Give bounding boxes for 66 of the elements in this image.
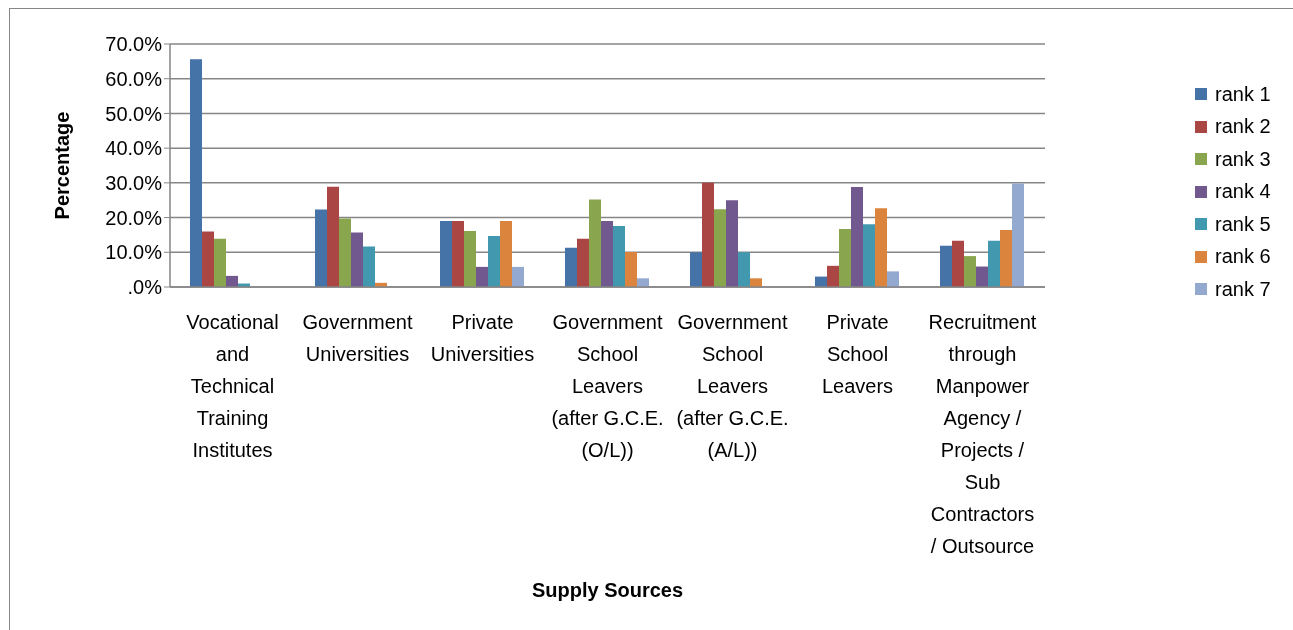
bar [452,221,464,287]
bar [488,235,500,287]
x-tick-label: Government School Leavers (after G.C.E. (A/L)) [676,311,789,461]
bar [464,231,476,287]
bar [964,256,976,287]
bar [1000,230,1012,287]
bar [863,224,875,287]
bar [476,266,488,287]
bar [988,240,1000,287]
x-tick-label: Government Universities [302,311,413,365]
legend-label: rank 2 [1215,115,1271,139]
y-axis-title: Percentage [51,111,73,220]
bar [1012,183,1024,287]
y-tick-label: 40.0% [105,137,163,160]
bar [363,246,375,287]
x-axis-title: Supply Sources [531,579,684,601]
bar [702,182,714,287]
x-tick-label: Vocational and Technical Training Institutes [186,311,279,461]
y-tick-label: 60.0% [105,67,163,90]
y-tick-label: 30.0% [105,171,163,194]
bar [589,199,601,287]
x-tick-label: Private Universities [430,311,535,365]
y-tick-label: .0% [127,276,163,299]
bar [690,252,702,287]
bar [190,59,202,287]
bar [577,238,589,287]
legend-label: rank 1 [1215,82,1271,106]
bar [851,187,863,287]
bar [887,271,899,287]
bar [750,278,762,287]
bar [440,221,452,287]
x-tick-label: Private School Leavers [821,311,894,397]
bar [726,200,738,287]
bar [565,247,577,287]
bar [202,231,214,287]
y-tick-label: 50.0% [105,102,163,125]
bar [952,240,964,287]
bar [315,209,327,287]
x-tick-label: Government School Leavers (after G.C.E. (O/L)) [551,311,664,461]
bar [512,266,524,287]
bar [625,251,637,287]
x-tick-label: Recruitment through Manpower Agency / Projects / Sub Contractors / Outsource [928,311,1037,557]
bar [637,278,649,287]
bar [500,221,512,287]
bar [940,245,952,287]
bar [839,229,851,287]
y-tick-label: 70.0% [105,33,163,56]
bar [827,265,839,287]
legend-label: rank 5 [1215,212,1271,236]
legend-label: rank 3 [1215,147,1271,171]
bar [738,252,750,287]
legend-label: rank 6 [1215,245,1271,269]
bar [214,238,226,287]
bar [601,221,613,287]
legend-label: rank 4 [1215,180,1271,204]
bar [714,209,726,287]
bar [613,225,625,287]
bar [351,232,363,287]
y-tick-label: 10.0% [105,241,163,264]
bar [976,266,988,287]
bar [327,186,339,287]
bar [339,218,351,287]
y-tick-label: 20.0% [105,206,163,229]
bar [226,275,238,287]
bar [875,208,887,287]
legend-label: rank 7 [1215,277,1271,301]
